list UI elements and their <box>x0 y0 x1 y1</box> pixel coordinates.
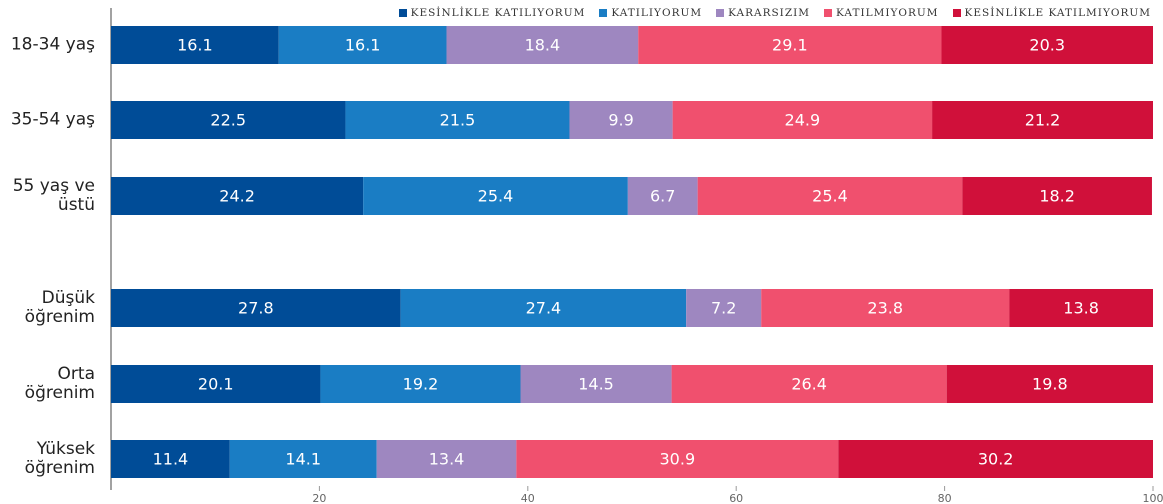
bar-segment <box>111 365 321 403</box>
x-tick-label: 20 <box>312 492 326 504</box>
bar-segment <box>376 440 517 478</box>
legend-item: KARARSIZIM <box>716 7 810 19</box>
value-label: 24.9 <box>785 111 821 130</box>
value-label: 26.4 <box>791 375 827 394</box>
value-label: 13.4 <box>429 450 465 469</box>
value-label: 27.4 <box>526 299 562 318</box>
bar-segment <box>363 177 628 215</box>
legend: KESİNLİKLE KATILIYORUM KATILIYORUM KARARSI… <box>398 7 1151 19</box>
bar-segment <box>111 440 230 478</box>
value-label: 18.4 <box>525 36 561 55</box>
legend-label: KESİNLİKLE KATILIYORUM <box>410 7 586 19</box>
x-tick-label: 40 <box>521 492 535 504</box>
bar-segment <box>1009 289 1153 327</box>
x-tick-label: 60 <box>729 492 743 504</box>
legend-swatch <box>599 9 608 17</box>
value-label: 16.1 <box>177 36 213 55</box>
value-label: 11.4 <box>153 450 189 469</box>
bar-segment <box>946 365 1153 403</box>
y-tick-label: Orta öğrenim <box>24 364 95 403</box>
x-tick-label: 100 <box>1143 492 1163 504</box>
bar-segment <box>697 177 963 215</box>
legend-swatch <box>952 9 961 17</box>
value-label: 30.2 <box>978 450 1014 469</box>
y-tick-label: 35-54 yaş <box>10 109 95 130</box>
bar-segment <box>278 26 447 64</box>
value-label: 21.2 <box>1025 111 1061 130</box>
bar-segment <box>111 26 279 64</box>
value-label: 23.8 <box>867 299 903 318</box>
value-label: 20.1 <box>198 375 234 394</box>
bar-segment <box>400 289 687 327</box>
y-tick-label: 55 yaş ve üstü <box>12 176 95 215</box>
value-label: 22.5 <box>210 111 246 130</box>
legend-swatch <box>716 9 725 17</box>
y-tick-label: Yüksek öğrenim <box>24 439 95 478</box>
value-label: 24.2 <box>219 187 255 206</box>
value-label: 20.3 <box>1029 36 1065 55</box>
bar-segment <box>320 365 521 403</box>
bar-segment <box>446 26 639 64</box>
legend-swatch <box>398 9 407 17</box>
bar-segment <box>569 101 673 139</box>
legend-label: KATILMIYORUM <box>836 7 939 19</box>
value-label: 19.2 <box>403 375 439 394</box>
legend-swatch <box>824 9 833 17</box>
bar-segment <box>111 101 346 139</box>
value-label: 14.1 <box>285 450 321 469</box>
legend-item: KESİNLİKLE KATILMIYORUM <box>952 7 1151 19</box>
legend-item: KESİNLİKLE KATILIYORUM <box>398 7 586 19</box>
bar-segment <box>111 289 401 327</box>
legend-label: KARARSIZIM <box>728 7 811 19</box>
legend-item: KATILIYORUM <box>599 7 702 19</box>
value-label: 25.4 <box>478 187 514 206</box>
bar-segment <box>111 177 364 215</box>
bar-segment <box>838 440 1153 478</box>
value-label: 27.8 <box>238 299 274 318</box>
value-label: 7.2 <box>711 299 736 318</box>
bar-segment <box>761 289 1010 327</box>
bar-segment <box>686 289 762 327</box>
value-label: 13.8 <box>1063 299 1099 318</box>
bar-segment <box>627 177 698 215</box>
bar-segment <box>962 177 1152 215</box>
bar-segment <box>229 440 377 478</box>
value-label: 21.5 <box>440 111 476 130</box>
legend-label: KESİNLİKLE KATILMIYORUM <box>964 7 1151 19</box>
value-label: 14.5 <box>578 375 614 394</box>
x-tick-label: 80 <box>938 492 952 504</box>
legend-label: KATILIYORUM <box>611 7 703 19</box>
value-label: 18.2 <box>1039 187 1075 206</box>
bar-segment <box>672 101 933 139</box>
value-label: 6.7 <box>650 187 675 206</box>
legend-item: KATILMIYORUM <box>824 7 939 19</box>
bar-segment <box>516 440 839 478</box>
bar-segment <box>520 365 672 403</box>
y-tick-label: Düşük öğrenim <box>24 288 95 327</box>
bar-segment <box>671 365 947 403</box>
y-tick-label: 18-34 yaş <box>10 34 95 55</box>
value-label: 30.9 <box>660 450 696 469</box>
bar-segment <box>941 26 1153 64</box>
value-label: 9.9 <box>608 111 633 130</box>
bar-segment <box>638 26 942 64</box>
value-label: 16.1 <box>345 36 381 55</box>
value-label: 29.1 <box>772 36 808 55</box>
value-label: 25.4 <box>812 187 848 206</box>
bar-segment <box>932 101 1153 139</box>
bar-segment <box>345 101 570 139</box>
value-label: 19.8 <box>1032 375 1068 394</box>
